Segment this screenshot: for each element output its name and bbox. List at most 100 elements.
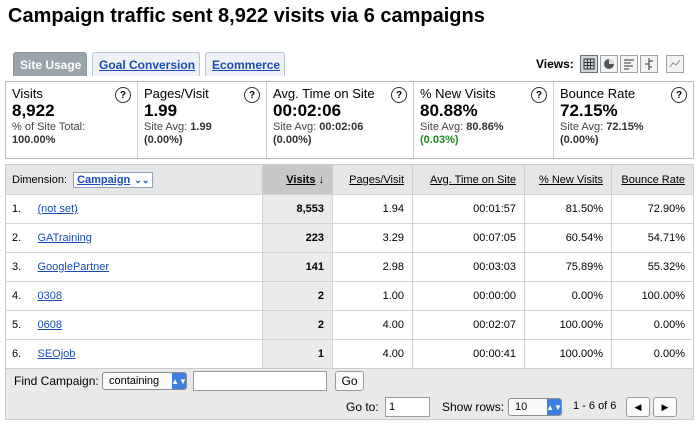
pages-per-visit-cell: 2.98 (332, 252, 413, 282)
new-visits-cell: 0.00% (524, 281, 612, 311)
pages-per-visit-cell: 4.00 (332, 339, 413, 369)
table-header-row: Dimension: Campaign ⌄⌄ Visits ↓ Pages/Vis… (5, 164, 694, 195)
bounce-rate-cell: 72.90% (611, 194, 694, 224)
visits-cell: 2 (262, 281, 333, 311)
find-mode-value: containing (109, 375, 160, 387)
dimension-select[interactable]: Campaign ⌄⌄ (73, 171, 154, 188)
pages-per-visit-cell: 1.00 (332, 281, 413, 311)
scorecard-visits: Visits 8,922 % of Site Total: 100.00% ? (6, 82, 138, 158)
views-toolbar: Views: (536, 54, 684, 74)
col-label: % New Visits (539, 173, 603, 186)
campaign-link[interactable]: GooglePartner (37, 261, 110, 273)
col-avg-time[interactable]: Avg. Time on Site (412, 164, 525, 195)
performance-view-icon[interactable] (619, 55, 638, 73)
campaign-link[interactable]: (not set) (37, 203, 78, 215)
scorecard-avg-time: Avg. Time on Site 00:02:06 Site Avg: 00:… (267, 82, 414, 158)
new-visits-cell: 75.89% (524, 252, 612, 282)
site-avg-value: 80.86% (466, 121, 504, 133)
avg-time-cell: 00:00:41 (412, 339, 525, 369)
find-input[interactable] (193, 371, 327, 391)
row-number: 2. (5, 223, 32, 253)
dimension-label: Dimension: (12, 173, 68, 186)
find-mode-select[interactable]: containing ▲▼ (102, 372, 187, 390)
tab-goal-conversion[interactable]: Goal Conversion (92, 52, 200, 76)
metric-sub-value: 100.00% (12, 134, 56, 146)
show-rows-value: 10 (515, 401, 528, 413)
site-avg-value: 72.15% (606, 121, 644, 133)
show-rows-select[interactable]: 10 ▲▼ (508, 398, 562, 416)
col-bounce-rate[interactable]: Bounce Rate (611, 164, 694, 195)
metric-sub: Site Avg: 80.86% (420, 121, 547, 134)
col-new-visits[interactable]: % New Visits (524, 164, 612, 195)
tab-ecommerce[interactable]: Ecommerce (205, 52, 285, 76)
table-row: 2. GATraining 223 3.29 00:07:05 60.54% 5… (5, 223, 694, 253)
tab-label: Ecommerce (212, 58, 281, 72)
table-view-icon[interactable] (579, 55, 598, 73)
site-avg-label: Site Avg: (420, 121, 467, 133)
help-icon[interactable]: ? (391, 87, 407, 103)
row-number: 1. (5, 194, 32, 224)
metric-value: 1.99 (144, 101, 178, 120)
show-rows-label: Show rows: (442, 400, 505, 414)
scorecard-summary: Visits 8,922 % of Site Total: 100.00% ? … (5, 81, 694, 159)
metric-name: Pages/Visit (144, 86, 209, 101)
scorecard-bounce-rate: Bounce Rate 72.15% Site Avg: 72.15% (0.0… (554, 82, 693, 158)
new-visits-cell: 100.00% (524, 310, 612, 340)
visits-cell: 1 (262, 339, 333, 369)
bounce-rate-cell: 0.00% (611, 339, 694, 369)
new-visits-cell: 100.00% (524, 339, 612, 369)
metric-value: 72.15% (560, 101, 618, 120)
campaign-link[interactable]: GATraining (37, 232, 92, 244)
campaign-cell: GooglePartner (31, 252, 263, 282)
help-icon[interactable]: ? (244, 87, 260, 103)
table-row: 1. (not set) 8,553 1.94 00:01:57 81.50% … (5, 194, 694, 224)
metric-delta: (0.00%) (560, 134, 599, 146)
goto-input[interactable] (385, 397, 430, 417)
pivot-view-icon[interactable] (665, 55, 684, 73)
metric-name: Bounce Rate (560, 86, 636, 101)
table-footer: Find Campaign: containing ▲▼ Go Go to: S… (5, 368, 694, 420)
avg-time-cell: 00:03:03 (412, 252, 525, 282)
visits-cell: 8,553 (262, 194, 333, 224)
campaign-link[interactable]: 0608 (37, 319, 62, 331)
bounce-rate-cell: 0.00% (611, 310, 694, 340)
pie-view-icon[interactable] (599, 55, 618, 73)
site-avg-label: Site Avg: (560, 121, 607, 133)
metric-name: Avg. Time on Site (273, 86, 375, 101)
campaign-link[interactable]: SEOjob (37, 348, 76, 360)
col-visits[interactable]: Visits ↓ (262, 164, 333, 195)
campaign-cell: SEOjob (31, 339, 263, 369)
next-page-button[interactable]: ▶ (653, 397, 677, 417)
views-label: Views: (536, 57, 574, 71)
go-button[interactable]: Go (335, 371, 364, 391)
campaign-cell: (not set) (31, 194, 263, 224)
row-number: 3. (5, 252, 32, 282)
pages-per-visit-cell: 1.94 (332, 194, 413, 224)
comparison-view-icon[interactable] (639, 55, 658, 73)
tab-label: Site Usage (20, 58, 82, 72)
prev-page-button[interactable]: ◀ (626, 397, 650, 417)
help-icon[interactable]: ? (671, 87, 687, 103)
sort-desc-icon: ↓ (318, 173, 325, 186)
col-visits-label: Visits (286, 173, 316, 186)
chevron-down-icon: ⌄⌄ (134, 174, 150, 185)
help-icon[interactable]: ? (115, 87, 131, 103)
campaign-cell: 0608 (31, 310, 263, 340)
col-label: Pages/Visit (349, 173, 404, 186)
metric-delta: (0.00%) (144, 134, 183, 146)
site-avg-label: Site Avg: (273, 121, 320, 133)
campaign-cell: GATraining (31, 223, 263, 253)
new-visits-cell: 81.50% (524, 194, 612, 224)
pages-per-visit-cell: 3.29 (332, 223, 413, 253)
col-pages-per-visit[interactable]: Pages/Visit (332, 164, 413, 195)
help-icon[interactable]: ? (531, 87, 547, 103)
tab-label: Goal Conversion (99, 58, 196, 72)
avg-time-cell: 00:00:00 (412, 281, 525, 311)
campaign-link[interactable]: 0308 (37, 290, 62, 302)
tab-site-usage[interactable]: Site Usage (13, 52, 87, 76)
bounce-rate-cell: 100.00% (611, 281, 694, 311)
visits-cell: 141 (262, 252, 333, 282)
page-title: Campaign traffic sent 8,922 visits via 6… (8, 5, 485, 27)
dimension-value: Campaign (77, 173, 131, 186)
metric-value: 80.88% (420, 101, 478, 120)
